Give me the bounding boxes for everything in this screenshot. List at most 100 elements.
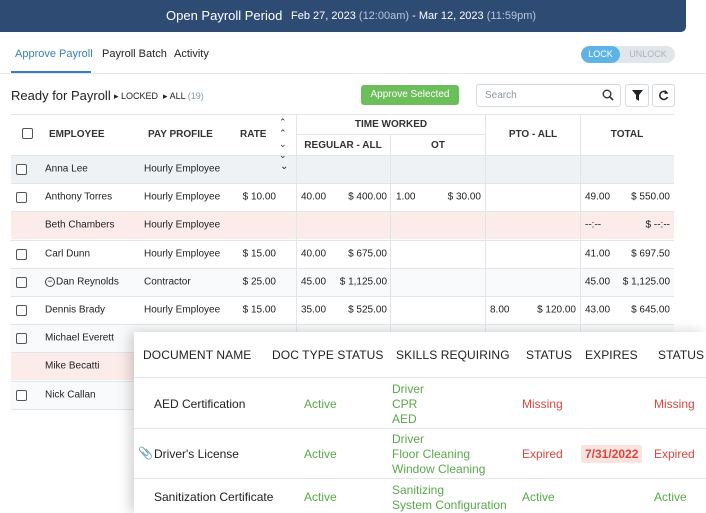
column-header: REGULAR - ALL bbox=[304, 140, 382, 151]
cell-pto-hours: 8.00 bbox=[490, 304, 510, 316]
cell-total-amount: $ 697.50 bbox=[631, 248, 670, 260]
filter-button[interactable] bbox=[625, 84, 649, 107]
all-filter[interactable]: ALL bbox=[169, 91, 186, 101]
employee-name[interactable]: Michael Everett bbox=[45, 332, 114, 344]
doc-type-status: Active bbox=[304, 447, 337, 461]
doc-column-header: EXPIRES bbox=[585, 348, 638, 362]
doc-header-line bbox=[134, 377, 706, 378]
doc-name[interactable]: Sanitization Certificate bbox=[154, 490, 274, 504]
start-date: Feb 27, 2023 bbox=[291, 10, 356, 22]
row-checkbox[interactable] bbox=[16, 276, 27, 288]
employee-name[interactable]: Beth Chambers bbox=[45, 219, 115, 231]
top-bar: Open Payroll Period Feb 27, 2023 (12:00a… bbox=[0, 0, 686, 32]
doc-column-header: DOCUMENT NAME bbox=[143, 348, 252, 362]
filter-icon bbox=[632, 90, 643, 101]
doc-column-header: DOC TYPE STATUS bbox=[272, 348, 384, 362]
end-time: (11:59pm) bbox=[486, 10, 537, 22]
cell-total-amount: $ --:-- bbox=[645, 219, 670, 231]
tab[interactable]: Activity bbox=[174, 48, 209, 60]
header-line bbox=[296, 134, 485, 135]
column-line bbox=[485, 114, 486, 409]
cell-total-amount: $ 645.00 bbox=[631, 304, 670, 316]
doc-column-header: STATUS bbox=[526, 348, 573, 362]
cell-reg-amount: $ 525.00 bbox=[348, 304, 387, 316]
column-header: TOTAL bbox=[610, 129, 644, 140]
table-row bbox=[11, 183, 674, 212]
skill: Sanitizing bbox=[392, 482, 445, 497]
column-line bbox=[296, 114, 297, 409]
breadcrumb: ▸ LOCKED ▸ ALL (19) bbox=[114, 91, 204, 101]
employee-name[interactable]: Mike Becatti bbox=[45, 360, 100, 372]
table-row bbox=[11, 239, 674, 268]
employee-name[interactable]: Nick Callan bbox=[45, 389, 96, 401]
attachment-icon: 📎 bbox=[138, 446, 153, 460]
tab[interactable]: Approve Payroll bbox=[15, 48, 93, 60]
employee-name[interactable]: Carl Dunn bbox=[45, 248, 91, 260]
cell-total-hours: --:-- bbox=[585, 219, 602, 231]
cell-reg-amount: $ 675.00 bbox=[348, 248, 387, 260]
column-header: PAY PROFILE bbox=[148, 129, 213, 140]
row-line bbox=[11, 296, 674, 297]
row-checkbox[interactable] bbox=[16, 305, 27, 316]
refresh-icon bbox=[659, 90, 669, 101]
cell-rate: $ 10.00 bbox=[242, 191, 276, 203]
expires-date: 7/31/2022 bbox=[581, 445, 643, 463]
unlock-option[interactable]: UNLOCK bbox=[629, 49, 667, 59]
cell-reg-hours: 35.00 bbox=[301, 304, 327, 316]
pay-profile: Hourly Employee bbox=[144, 248, 221, 260]
header-checkbox[interactable] bbox=[22, 128, 33, 139]
pay-profile: Hourly Employee bbox=[144, 163, 221, 175]
cell-total-hours: 41.00 bbox=[585, 248, 611, 260]
lock-toggle[interactable]: LOCK UNLOCK bbox=[581, 46, 675, 63]
doc-row-line bbox=[134, 478, 706, 479]
doc-status: Active bbox=[522, 490, 555, 504]
column-line bbox=[390, 114, 391, 134]
row-checkbox[interactable] bbox=[16, 164, 27, 175]
employee-name[interactable]: Anthony Torres bbox=[45, 191, 113, 203]
table-row bbox=[11, 296, 674, 324]
cell-rate: $ 25.00 bbox=[242, 276, 276, 288]
final-status: Active bbox=[654, 490, 687, 504]
cell-reg-amount: $ 1,125.00 bbox=[339, 276, 387, 288]
lock-option[interactable]: LOCK bbox=[581, 46, 620, 63]
column-header: RATE bbox=[240, 129, 267, 140]
skill: System Configuration bbox=[392, 497, 507, 512]
approve-button[interactable]: Approve Selected bbox=[361, 85, 459, 105]
skill: Driver bbox=[392, 382, 424, 396]
tab[interactable]: Payroll Batch bbox=[102, 48, 167, 60]
skill: Floor Cleaning bbox=[392, 447, 471, 461]
employee-name[interactable]: Anna Lee bbox=[45, 163, 88, 175]
column-line bbox=[390, 114, 391, 409]
period-range: Feb 27, 2023 (12:00am) - Mar 12, 2023 (1… bbox=[291, 10, 536, 22]
cell-reg-amount: $ 400.00 bbox=[348, 191, 387, 203]
status-icon: − bbox=[45, 276, 55, 287]
row-checkbox[interactable] bbox=[16, 248, 27, 260]
cell-rate: $ 15.00 bbox=[242, 304, 276, 316]
row-checkbox[interactable] bbox=[16, 192, 27, 204]
skill: Window Cleaning bbox=[392, 462, 486, 476]
column-header: EMPLOYEE bbox=[49, 129, 105, 140]
doc-name[interactable]: Driver's License bbox=[154, 447, 239, 461]
row-checkbox[interactable] bbox=[16, 333, 27, 345]
row-line bbox=[11, 211, 674, 213]
locked-filter[interactable]: LOCKED bbox=[121, 91, 159, 101]
doc-name[interactable]: AED Certification bbox=[154, 397, 246, 411]
employee-name[interactable]: Dan Reynolds bbox=[56, 276, 119, 288]
doc-column-header: SKILLS REQUIRING bbox=[396, 348, 510, 362]
doc-column-header: STATUS bbox=[658, 348, 705, 362]
search-box[interactable]: Search bbox=[476, 84, 621, 107]
separator: - bbox=[412, 10, 416, 22]
row-checkbox[interactable] bbox=[16, 389, 27, 401]
start-time: (12:00am) bbox=[358, 10, 410, 22]
sort-arrows[interactable]: ⌃ ⌃ ⌄ ⌄ bbox=[279, 117, 287, 160]
cell-reg-hours: 40.00 bbox=[301, 191, 327, 203]
doc-type-status: Active bbox=[304, 397, 337, 411]
cell-reg-hours: 45.00 bbox=[301, 276, 327, 288]
pay-profile: Contractor bbox=[144, 276, 191, 288]
cell-rate: $ 15.00 bbox=[242, 248, 276, 260]
refresh-button[interactable] bbox=[652, 84, 675, 107]
employee-name[interactable]: Dennis Brady bbox=[45, 304, 106, 316]
expand-chevron[interactable]: ⌄ bbox=[280, 161, 289, 172]
pay-profile: Hourly Employee bbox=[144, 304, 221, 316]
doc-status: Expired bbox=[522, 447, 563, 461]
